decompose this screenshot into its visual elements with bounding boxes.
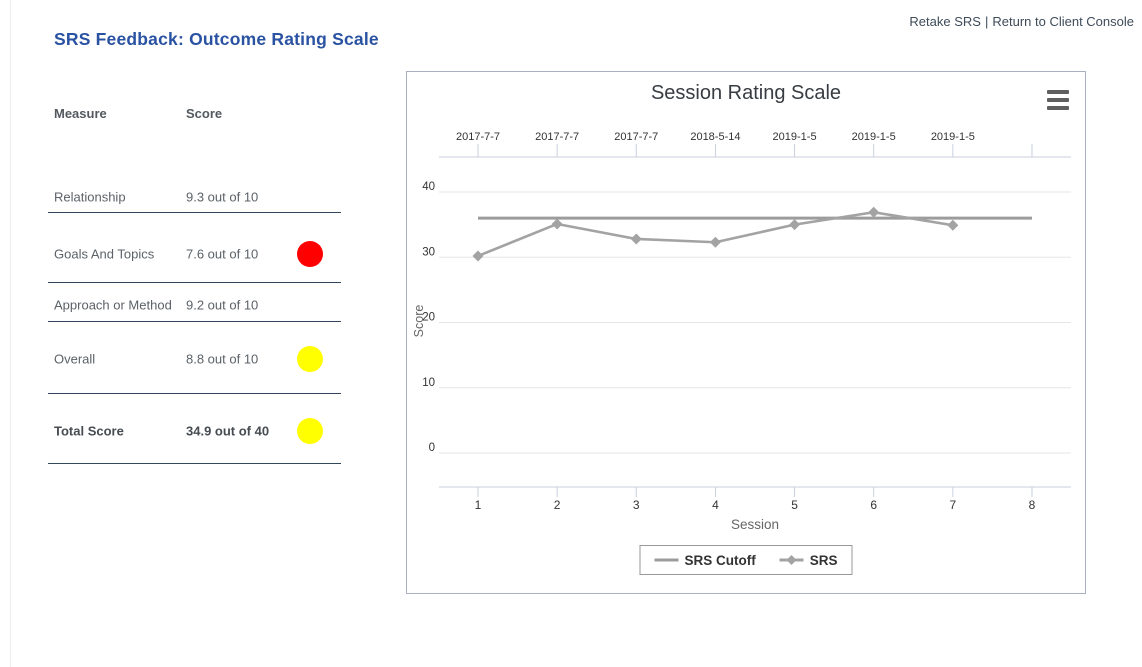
data-point-marker <box>709 236 721 248</box>
table-row: Relationship 9.3 out of 10 <box>48 184 341 213</box>
table-row: Approach or Method 9.2 out of 10 <box>48 292 341 322</box>
status-dot-yellow <box>297 418 323 444</box>
legend-item-srs[interactable]: SRS <box>779 552 838 568</box>
page-left-divider <box>10 0 11 667</box>
legend-swatch <box>654 558 679 562</box>
x-axis: 1 2 3 4 5 6 7 8 Session <box>439 486 1071 532</box>
legend-label: SRS Cutoff <box>684 552 756 568</box>
y-axis-tick-label: 20 <box>422 312 435 324</box>
top-axis-date-label: 2019-1-5 <box>773 131 817 143</box>
x-axis-tick-label: 3 <box>633 498 640 512</box>
page-title: SRS Feedback: Outcome Rating Scale <box>54 29 379 49</box>
measure-cell: Relationship <box>54 189 126 205</box>
top-nav: Retake SRS | Return to Client Console <box>909 14 1134 29</box>
legend-item-srs-cutoff[interactable]: SRS Cutoff <box>654 552 756 568</box>
table-row: Total Score 34.9 out of 40 <box>48 410 341 464</box>
y-axis-tick-label: 30 <box>422 246 435 258</box>
y-axis-title: Score <box>412 305 426 338</box>
y-axis-tick-label: 0 <box>429 442 435 454</box>
top-axis: 2017-7-7 2017-7-7 2017-7-7 2018-5-14 2019-1-… <box>439 131 1071 158</box>
hamburger-menu-icon <box>1047 90 1069 94</box>
top-axis-date-label: 2018-5-14 <box>690 131 740 143</box>
measure-cell: Goals And Topics <box>54 246 155 262</box>
score-cell: 9.3 out of 10 <box>186 189 259 205</box>
y-axis: 0 10 20 30 40 Score <box>412 181 435 454</box>
data-point-marker <box>630 233 642 245</box>
top-axis-date-label: 2017-7-7 <box>535 131 579 143</box>
table-row: Overall 8.8 out of 10 <box>48 338 341 394</box>
col-header-score: Score <box>186 106 223 121</box>
series-srs[interactable] <box>472 206 959 262</box>
scores-table: Measure Score Relationship 9.3 out of 10 G… <box>48 0 341 480</box>
x-axis-tick-label: 5 <box>791 498 798 512</box>
score-cell: 34.9 out of 40 <box>186 423 270 439</box>
retake-srs-link[interactable]: Retake SRS <box>909 14 981 29</box>
return-to-client-console-link[interactable]: Return to Client Console <box>992 14 1134 29</box>
status-dot-yellow <box>297 346 323 372</box>
status-dot-red <box>297 241 323 267</box>
y-axis-tick-label: 40 <box>422 181 435 193</box>
x-axis-tick-label: 7 <box>949 498 956 512</box>
x-axis-tick-label: 6 <box>870 498 877 512</box>
col-header-measure: Measure <box>54 106 107 121</box>
data-point-marker <box>789 219 801 231</box>
x-axis-tick-label: 8 <box>1029 498 1036 512</box>
data-point-marker <box>868 206 880 218</box>
table-row: Goals And Topics 7.6 out of 10 <box>48 233 341 283</box>
data-point-marker <box>947 219 959 231</box>
nav-separator: | <box>984 14 989 29</box>
measure-cell: Total Score <box>54 423 124 439</box>
scores-table-header: Measure Score <box>48 106 341 126</box>
chart-gridlines <box>439 191 1071 454</box>
x-axis-tick-label: 4 <box>712 498 719 512</box>
legend-swatch <box>779 555 804 565</box>
top-axis-date-label: 2019-1-5 <box>852 131 896 143</box>
x-axis-tick-label: 1 <box>475 498 482 512</box>
chart-card: Session Rating Scale 2017-7-7 2017-7-7 201… <box>406 71 1086 594</box>
session-chart-svg: 2017-7-7 2017-7-7 2017-7-7 2018-5-14 2019-1-… <box>412 131 1071 532</box>
chart-menu-button[interactable] <box>1045 89 1071 111</box>
data-point-marker <box>472 250 484 262</box>
data-point-marker <box>551 218 563 230</box>
top-axis-date-label: 2017-7-7 <box>614 131 658 143</box>
x-axis-tick-label: 2 <box>554 498 561 512</box>
score-cell: 8.8 out of 10 <box>186 351 259 367</box>
top-axis-date-label: 2017-7-7 <box>456 131 500 143</box>
y-axis-tick-label: 10 <box>422 377 435 389</box>
chart-title: Session Rating Scale <box>650 82 842 104</box>
measure-cell: Overall <box>54 351 96 367</box>
measure-cell: Approach or Method <box>54 297 172 313</box>
legend-label: SRS <box>809 552 838 568</box>
x-axis-title: Session <box>731 517 779 532</box>
chart-legend: SRS Cutoff SRS <box>639 545 853 575</box>
score-cell: 9.2 out of 10 <box>186 297 259 313</box>
top-axis-date-label: 2019-1-5 <box>931 131 975 143</box>
score-cell: 7.6 out of 10 <box>186 246 259 262</box>
